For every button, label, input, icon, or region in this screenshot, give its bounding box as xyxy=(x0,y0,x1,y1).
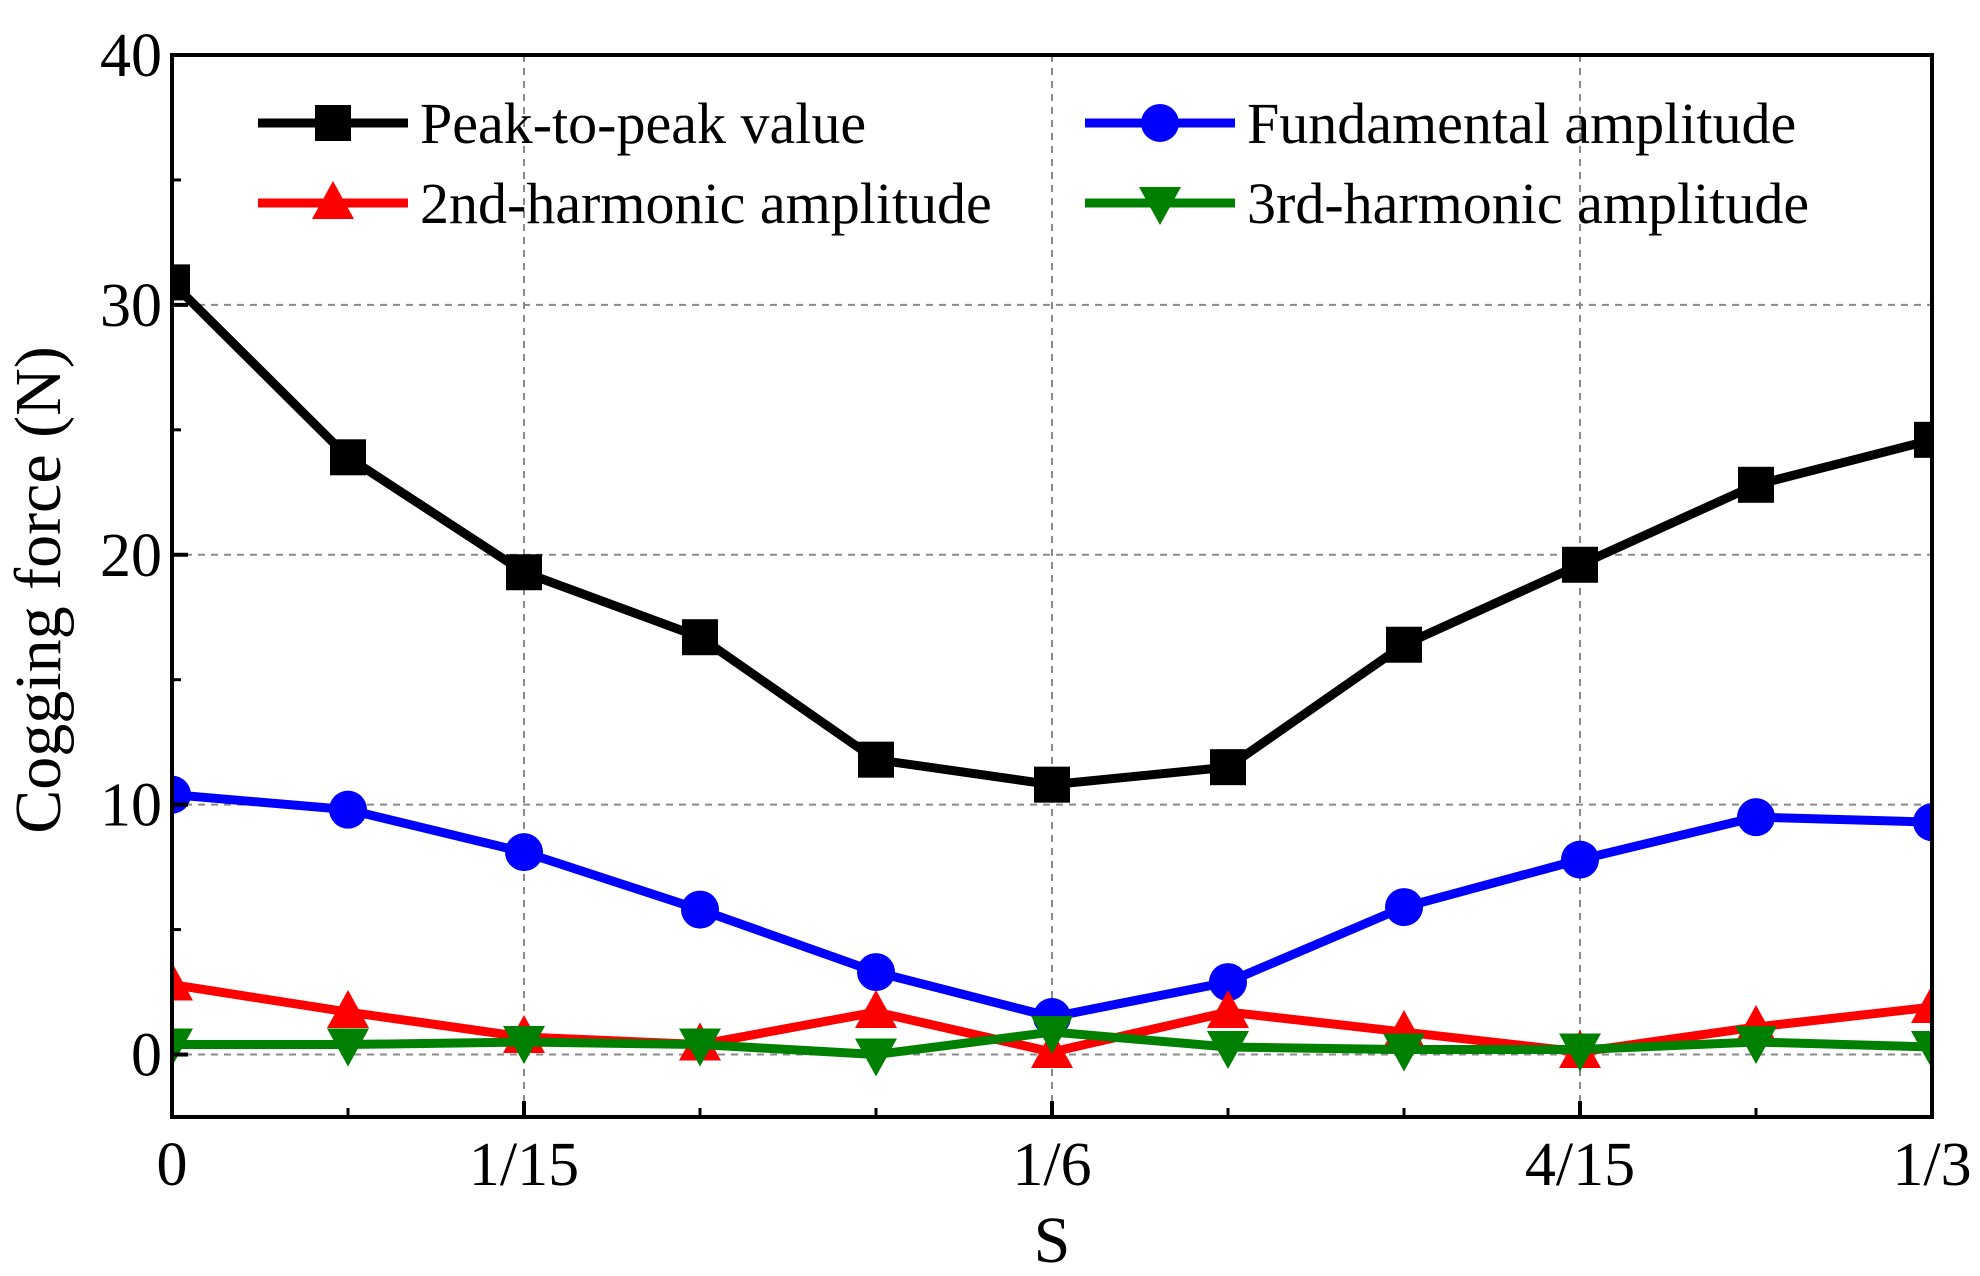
data-point xyxy=(1207,1031,1249,1070)
axis-ticks: 0 1/15 1/6 4/15 1/3 0 10 20 30 40 xyxy=(100,22,1972,1199)
data-point xyxy=(330,439,366,476)
data-point xyxy=(1031,1016,1073,1055)
data-point xyxy=(855,990,897,1029)
x-axis-title: S xyxy=(1034,1204,1071,1276)
data-point xyxy=(1911,985,1932,1024)
data-point xyxy=(681,890,719,929)
data-point xyxy=(1210,749,1246,786)
data-point xyxy=(1913,803,1932,842)
data-point xyxy=(1207,990,1249,1029)
data-point xyxy=(1385,888,1423,927)
legend-label: Fundamental amplitude xyxy=(1247,91,1796,156)
x-tick-label: 1/15 xyxy=(469,1131,579,1199)
legend-swatch-marker xyxy=(1141,104,1179,142)
legend-entry: Peak-to-peak value xyxy=(258,91,866,156)
data-point xyxy=(1914,421,1932,458)
data-point xyxy=(329,790,367,829)
data-point xyxy=(172,264,190,301)
data-point xyxy=(679,1028,721,1067)
x-tick-label: 0 xyxy=(157,1131,188,1199)
y-axis-title: Cogging force (N) xyxy=(2,346,75,834)
legend-entry: 3rd-harmonic amplitude xyxy=(1085,171,1809,236)
series-3 xyxy=(172,1016,1932,1077)
data-point xyxy=(1559,1033,1601,1072)
data-point xyxy=(1209,963,1247,1002)
x-tick-label: 1/6 xyxy=(1012,1131,1091,1199)
data-point xyxy=(1562,546,1598,583)
legend-swatch-marker xyxy=(315,105,351,141)
data-point xyxy=(1034,766,1070,803)
y-tick-label: 20 xyxy=(100,522,162,590)
data-point xyxy=(327,990,369,1029)
x-tick-label: 4/15 xyxy=(1525,1131,1635,1199)
series-0 xyxy=(172,264,1932,803)
data-point xyxy=(503,1026,545,1065)
data-point xyxy=(857,953,895,992)
y-tick-label: 0 xyxy=(131,1022,162,1090)
data-point xyxy=(682,619,718,656)
y-tick-label: 30 xyxy=(100,272,162,340)
legend-label: 3rd-harmonic amplitude xyxy=(1247,171,1809,236)
data-point xyxy=(172,1028,193,1067)
legend-swatch-marker xyxy=(1139,187,1181,225)
legend-entry: Fundamental amplitude xyxy=(1085,91,1796,156)
legend-label: 2nd-harmonic amplitude xyxy=(420,171,992,236)
legend-entry: 2nd-harmonic amplitude xyxy=(258,171,992,236)
data-point xyxy=(1737,798,1775,837)
series-group xyxy=(172,264,1932,1077)
data-point xyxy=(1735,1026,1777,1065)
data-point xyxy=(855,1038,897,1077)
data-point xyxy=(1561,840,1599,879)
legend-swatch-marker xyxy=(312,181,354,219)
legend-label: Peak-to-peak value xyxy=(420,91,866,156)
data-point xyxy=(858,741,894,778)
data-point xyxy=(1386,626,1422,663)
data-point xyxy=(1738,466,1774,503)
x-tick-label: 1/3 xyxy=(1892,1131,1971,1199)
grid-lines xyxy=(172,55,1932,1117)
legend: Peak-to-peak value Fundamental amplitude 2… xyxy=(258,91,1809,236)
data-point xyxy=(506,554,542,591)
data-point xyxy=(172,962,193,1001)
data-point xyxy=(505,833,543,872)
y-tick-label: 40 xyxy=(100,22,162,90)
y-tick-label: 10 xyxy=(100,772,162,840)
data-point xyxy=(1911,1031,1932,1070)
data-point xyxy=(327,1028,369,1067)
data-point xyxy=(1383,1033,1425,1072)
